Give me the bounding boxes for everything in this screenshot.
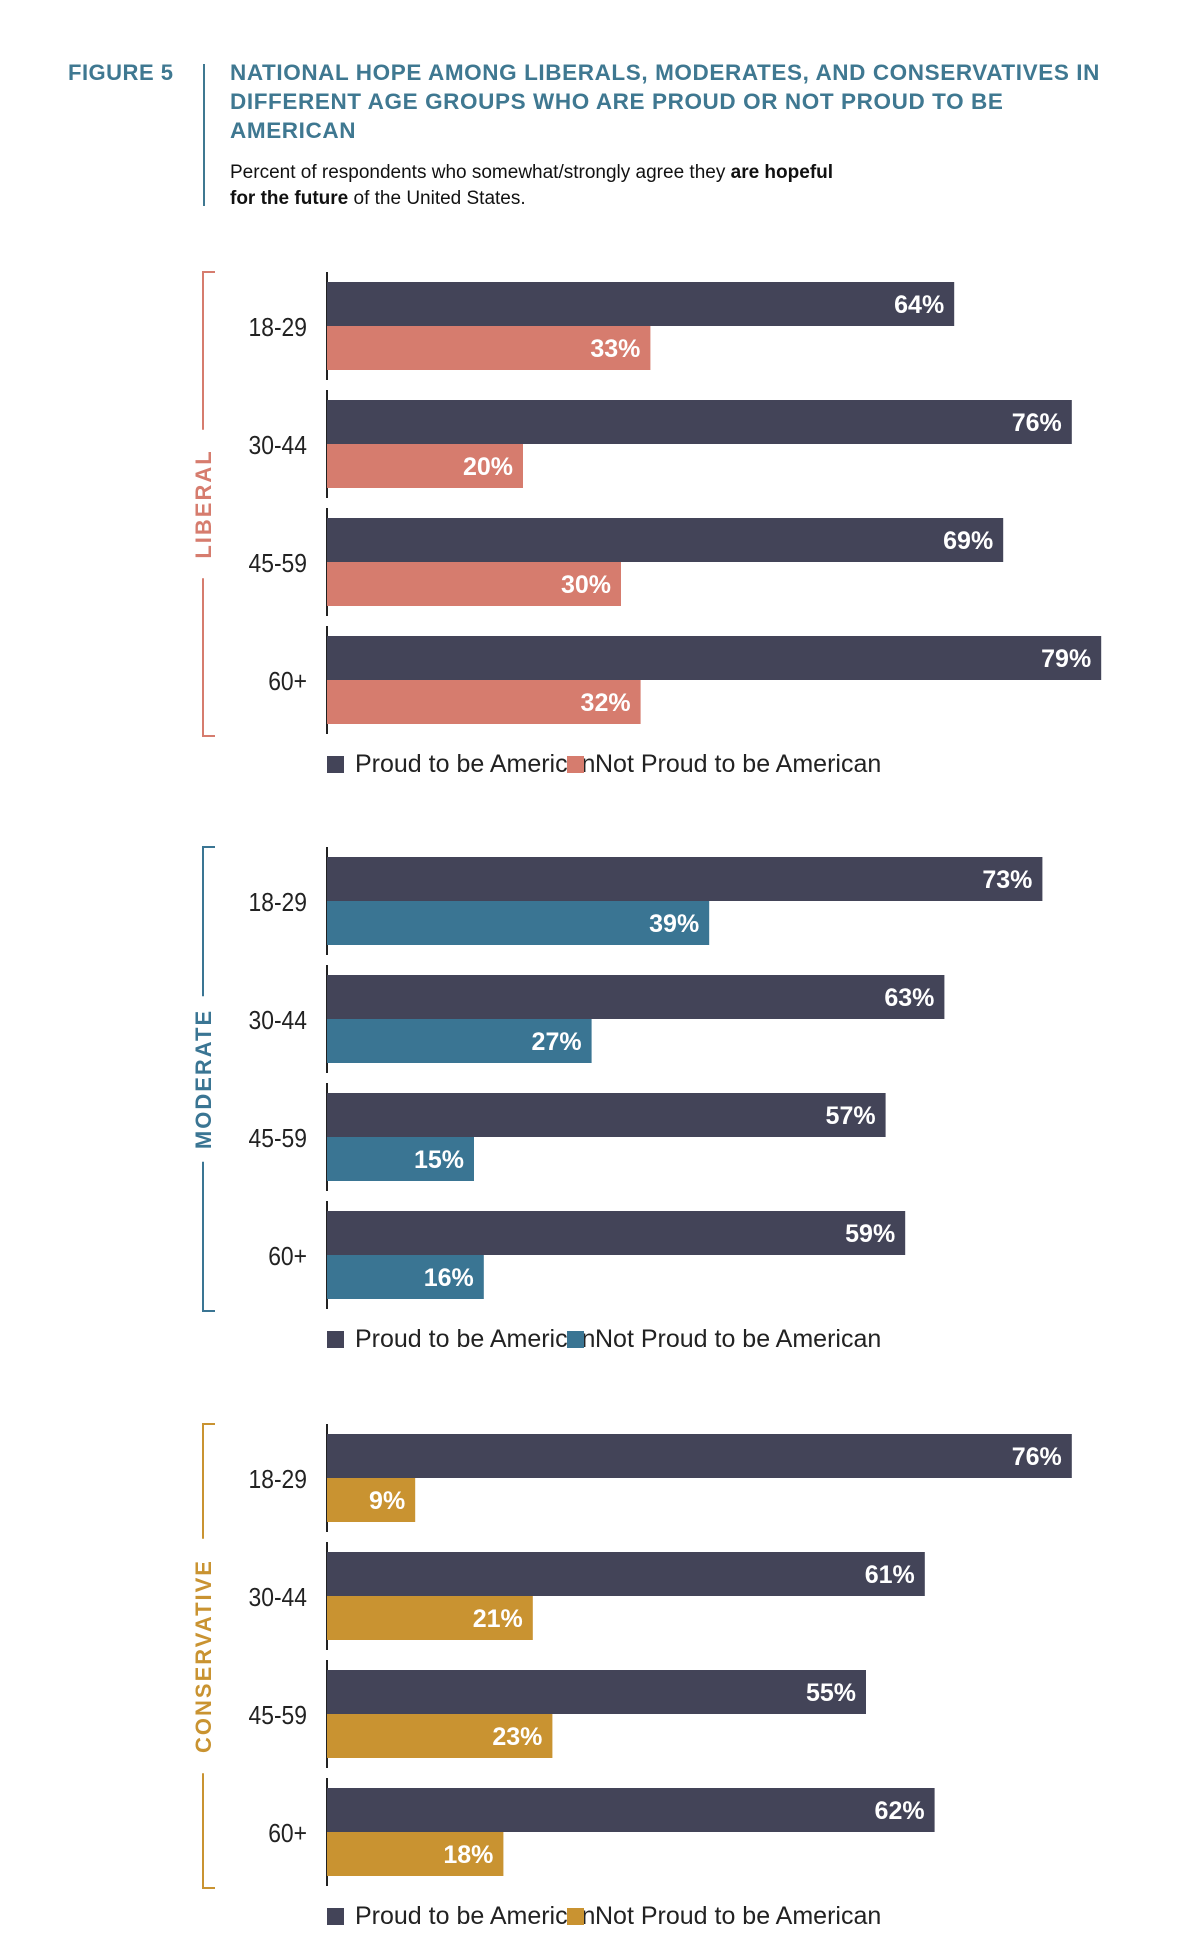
conservative-category-label: 45-59 <box>249 1702 307 1731</box>
figure-label: FIGURE 5 <box>68 60 174 85</box>
moderate-value-label-proud: 63% <box>884 984 934 1012</box>
liberal-bar-not-proud <box>327 680 641 724</box>
conservative-category-label: 18-29 <box>249 1466 307 1495</box>
liberal-category-label: 45-59 <box>249 550 307 579</box>
moderate-bar-proud <box>327 975 945 1019</box>
liberal-value-label-not-proud: 32% <box>581 689 631 717</box>
moderate-chart: MODERATE 18-29 73% 39% 30-44 63% 27% 45-59 57% 15… <box>191 846 1043 1353</box>
subtitle-bold-2: for the future <box>230 188 349 209</box>
moderate-bar-proud <box>327 857 1043 901</box>
conservative-group-bracket <box>202 1423 215 1889</box>
conservative-value-label-proud: 61% <box>865 1561 915 1589</box>
conservative-bar-not-proud <box>327 1596 533 1640</box>
conservative-chart: CONSERVATIVE 18-29 76% 9% 30-44 61% 21% 45-59 55… <box>191 1423 1072 1930</box>
conservative-category-label: 30-44 <box>249 1584 307 1613</box>
liberal-bar-proud <box>327 518 1004 562</box>
liberal-value-label-not-proud: 30% <box>561 571 611 599</box>
conservative-bar-proud <box>327 1670 866 1714</box>
moderate-legend-label-proud: Proud to be American <box>355 1325 595 1353</box>
moderate-group-label: MODERATE <box>191 1009 216 1149</box>
conservative-value-label-not-proud: 18% <box>443 1841 493 1869</box>
conservative-value-label-proud: 55% <box>806 1679 856 1707</box>
conservative-bar-not-proud <box>327 1478 416 1522</box>
conservative-bar-not-proud <box>327 1832 504 1876</box>
subtitle-text-2: of the United States. <box>348 188 526 209</box>
conservative-legend-swatch-proud <box>327 1908 344 1925</box>
subtitle-text-1: Percent of respondents who somewhat/stro… <box>230 162 731 183</box>
chart-title: NATIONAL HOPE AMONG LIBERALS, MODERATES,… <box>230 60 1100 143</box>
moderate-value-label-proud: 59% <box>845 1220 895 1248</box>
moderate-bar-not-proud <box>327 1137 474 1181</box>
conservative-legend-label-not-proud: Not Proud to be American <box>595 1902 881 1930</box>
liberal-value-label-proud: 64% <box>894 291 944 319</box>
moderate-value-label-not-proud: 39% <box>649 910 699 938</box>
moderate-legend-label-not-proud: Not Proud to be American <box>595 1325 881 1353</box>
conservative-value-label-not-proud: 9% <box>369 1487 405 1515</box>
liberal-legend-label-not-proud: Not Proud to be American <box>595 750 881 778</box>
moderate-value-label-not-proud: 16% <box>424 1264 474 1292</box>
liberal-legend-label-proud: Proud to be American <box>355 750 595 778</box>
conservative-value-label-not-proud: 21% <box>473 1605 523 1633</box>
moderate-bar-not-proud <box>327 1255 484 1299</box>
conservative-bar-proud <box>327 1552 925 1596</box>
moderate-category-label: 18-29 <box>249 889 307 918</box>
conservative-value-label-not-proud: 23% <box>492 1723 542 1751</box>
liberal-legend-swatch-proud <box>327 756 344 773</box>
liberal-group-bracket <box>202 271 215 737</box>
conservative-category-label: 60+ <box>268 1820 307 1849</box>
moderate-legend-swatch-proud <box>327 1331 344 1348</box>
moderate-bar-not-proud <box>327 901 710 945</box>
conservative-bar-proud <box>327 1788 935 1832</box>
header-divider <box>203 64 205 206</box>
moderate-bar-proud <box>327 1211 906 1255</box>
liberal-value-label-proud: 69% <box>943 527 993 555</box>
liberal-bar-proud <box>327 400 1072 444</box>
liberal-bar-proud <box>327 282 955 326</box>
conservative-value-label-proud: 62% <box>875 1797 925 1825</box>
chart-subtitle: Percent of respondents who somewhat/stro… <box>230 160 950 212</box>
liberal-bar-not-proud <box>327 326 651 370</box>
moderate-bar-not-proud <box>327 1019 592 1063</box>
subtitle-bold-1: are hopeful <box>730 162 834 183</box>
conservative-bar-not-proud <box>327 1714 553 1758</box>
liberal-category-label: 18-29 <box>249 314 307 343</box>
moderate-category-label: 30-44 <box>249 1007 307 1036</box>
liberal-value-label-not-proud: 33% <box>590 335 640 363</box>
conservative-bar-proud <box>327 1434 1072 1478</box>
conservative-legend-swatch-not-proud <box>567 1908 584 1925</box>
liberal-value-label-proud: 76% <box>1012 409 1062 437</box>
moderate-value-label-proud: 73% <box>982 866 1032 894</box>
conservative-value-label-proud: 76% <box>1012 1443 1062 1471</box>
moderate-value-label-not-proud: 15% <box>414 1146 464 1174</box>
conservative-legend-label-proud: Proud to be American <box>355 1902 595 1930</box>
moderate-group-bracket <box>202 846 215 1312</box>
liberal-bar-not-proud <box>327 444 523 488</box>
liberal-category-label: 30-44 <box>249 432 307 461</box>
moderate-category-label: 45-59 <box>249 1125 307 1154</box>
liberal-legend-swatch-not-proud <box>567 756 584 773</box>
moderate-bar-proud <box>327 1093 886 1137</box>
moderate-value-label-proud: 57% <box>826 1102 876 1130</box>
liberal-value-label-proud: 79% <box>1041 645 1091 673</box>
liberal-bar-proud <box>327 636 1102 680</box>
moderate-legend-swatch-not-proud <box>567 1331 584 1348</box>
liberal-bar-not-proud <box>327 562 621 606</box>
moderate-category-label: 60+ <box>268 1243 307 1272</box>
liberal-value-label-not-proud: 20% <box>463 453 513 481</box>
liberal-chart: LIBERAL 18-29 64% 33% 30-44 76% 20% 45-59 69% 30%… <box>191 271 1102 778</box>
conservative-group-label: CONSERVATIVE <box>191 1559 216 1753</box>
liberal-category-label: 60+ <box>268 668 307 697</box>
moderate-value-label-not-proud: 27% <box>532 1028 582 1056</box>
liberal-group-label: LIBERAL <box>191 449 216 558</box>
